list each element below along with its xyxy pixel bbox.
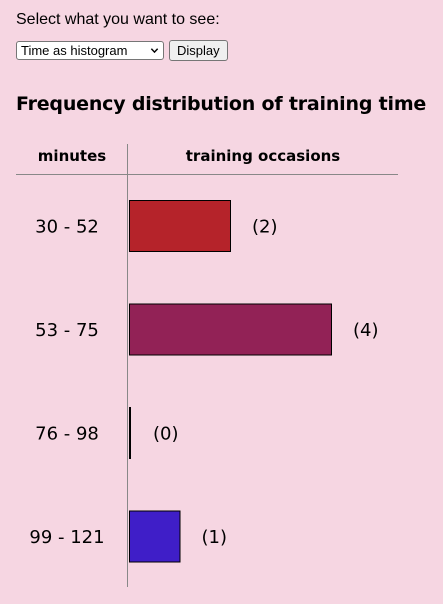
- category-label: 76 - 98: [35, 424, 99, 445]
- bar-value-label: (1): [202, 527, 228, 548]
- histogram-bar: [129, 510, 181, 563]
- display-button[interactable]: Display: [169, 40, 228, 61]
- category-label: 53 - 75: [35, 320, 99, 341]
- bar-value-label: (4): [353, 320, 379, 341]
- view-select[interactable]: Time as histogram: [16, 41, 164, 60]
- bar-value-label: (0): [153, 424, 179, 445]
- view-select-prompt: Select what you want to see:: [16, 11, 220, 28]
- chart-title: Frequency distribution of training time: [16, 93, 427, 115]
- histogram-bar: [129, 200, 231, 252]
- histogram-bar: [129, 303, 332, 356]
- view-select-value: Time as histogram: [21, 43, 128, 58]
- view-controls: Time as histogram Display: [16, 40, 228, 61]
- value-column-header: training occasions: [186, 147, 341, 165]
- category-label: 99 - 121: [29, 527, 104, 548]
- chevron-down-icon: [150, 48, 159, 54]
- category-column-header: minutes: [38, 147, 106, 165]
- histogram-bar: [129, 407, 131, 459]
- category-label: 30 - 52: [35, 217, 99, 238]
- bar-value-label: (2): [252, 217, 278, 238]
